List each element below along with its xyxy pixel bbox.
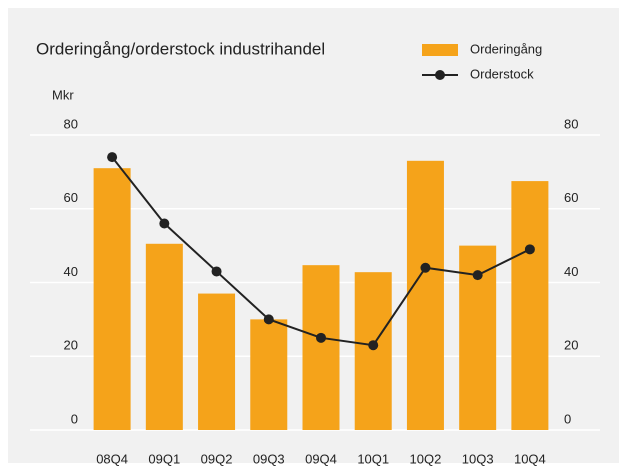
line-point — [524, 244, 535, 255]
bar — [145, 243, 183, 430]
line-point — [368, 340, 379, 351]
y-tick-label: 60 — [64, 190, 78, 205]
y2-tick-label: 20 — [564, 338, 578, 353]
x-tick-label: 09Q2 — [201, 451, 233, 466]
x-tick-label: 10Q2 — [410, 451, 442, 466]
line-point — [107, 152, 118, 163]
y2-tick-label: 80 — [564, 116, 578, 131]
bar — [354, 272, 392, 430]
line-point — [211, 266, 222, 277]
line-point — [472, 270, 483, 281]
legend-label: Orderstock — [470, 66, 534, 81]
y-tick-label: 80 — [64, 116, 78, 131]
y-tick-label: 0 — [71, 411, 78, 426]
line-point — [263, 314, 274, 325]
line-point — [159, 218, 170, 229]
x-tick-label: 10Q4 — [514, 451, 546, 466]
chart-title: Orderingång/orderstock industrihandel — [36, 39, 325, 58]
y-axis-label: Mkr — [52, 87, 74, 102]
y-tick-label: 20 — [64, 338, 78, 353]
y2-tick-label: 60 — [564, 190, 578, 205]
bar — [511, 181, 549, 430]
y2-tick-label: 40 — [564, 264, 578, 279]
x-tick-label: 10Q1 — [357, 451, 389, 466]
legend-swatch — [435, 70, 445, 80]
x-tick-label: 08Q4 — [96, 451, 128, 466]
x-tick-label: 09Q1 — [148, 451, 180, 466]
x-tick-label: 09Q3 — [253, 451, 285, 466]
legend-swatch — [422, 44, 458, 56]
y2-tick-label: 0 — [564, 411, 571, 426]
bar — [198, 293, 236, 430]
legend-label: Orderingång — [470, 41, 542, 56]
bar — [406, 160, 444, 430]
x-tick-label: 09Q4 — [305, 451, 337, 466]
bar — [302, 265, 340, 430]
line-point — [316, 332, 326, 343]
y-tick-label: 40 — [64, 264, 78, 279]
x-tick-label: 10Q3 — [462, 451, 494, 466]
bar — [250, 319, 288, 430]
bar — [93, 168, 131, 430]
line-point — [420, 262, 431, 273]
